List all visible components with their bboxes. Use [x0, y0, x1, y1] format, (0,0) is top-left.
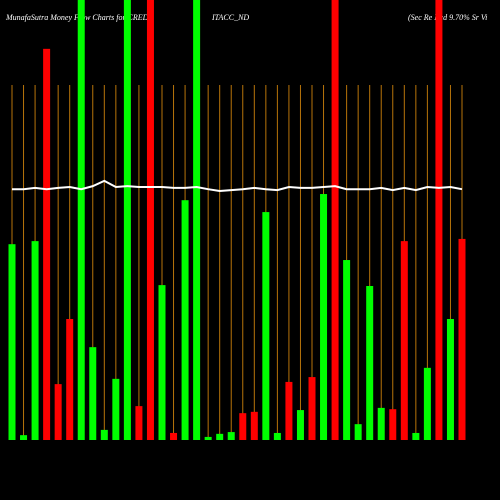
bar — [204, 436, 212, 440]
chart-title: (Sec Re Ncd 9.70% Sr Vi — [408, 13, 487, 22]
bar — [389, 409, 397, 440]
bar — [412, 432, 420, 440]
bar — [343, 260, 351, 440]
bar — [181, 200, 189, 440]
bar — [377, 407, 385, 440]
bar — [446, 319, 454, 440]
bar — [227, 432, 235, 440]
bar — [320, 194, 328, 440]
bar — [89, 347, 97, 440]
bar — [77, 0, 85, 440]
chart-title: MunafaSutra Money Flow Charts for CRED — [5, 13, 149, 22]
bar — [216, 433, 224, 440]
bar — [250, 411, 258, 440]
bar — [262, 212, 270, 440]
bar — [158, 285, 166, 440]
bar — [112, 378, 120, 440]
bar — [458, 238, 466, 440]
chart-title: ITACC_ND — [211, 13, 249, 22]
bar — [135, 406, 143, 440]
bar — [123, 0, 131, 440]
bar — [193, 0, 201, 440]
bar — [366, 286, 374, 440]
bar — [273, 432, 281, 440]
bar — [66, 319, 74, 440]
bar — [54, 384, 62, 440]
bar — [435, 0, 443, 440]
bar — [8, 244, 16, 440]
bar — [400, 241, 408, 440]
bar — [239, 413, 247, 440]
bar — [354, 424, 362, 440]
money-flow-line — [12, 179, 463, 192]
bar — [170, 432, 178, 440]
bar — [331, 0, 339, 440]
bar — [296, 410, 304, 440]
bar — [308, 377, 316, 440]
bar — [146, 0, 154, 440]
bar — [423, 367, 431, 440]
bar — [31, 241, 39, 440]
bar — [100, 429, 108, 440]
bar — [285, 381, 293, 440]
bar — [20, 435, 28, 440]
bar — [43, 48, 51, 441]
